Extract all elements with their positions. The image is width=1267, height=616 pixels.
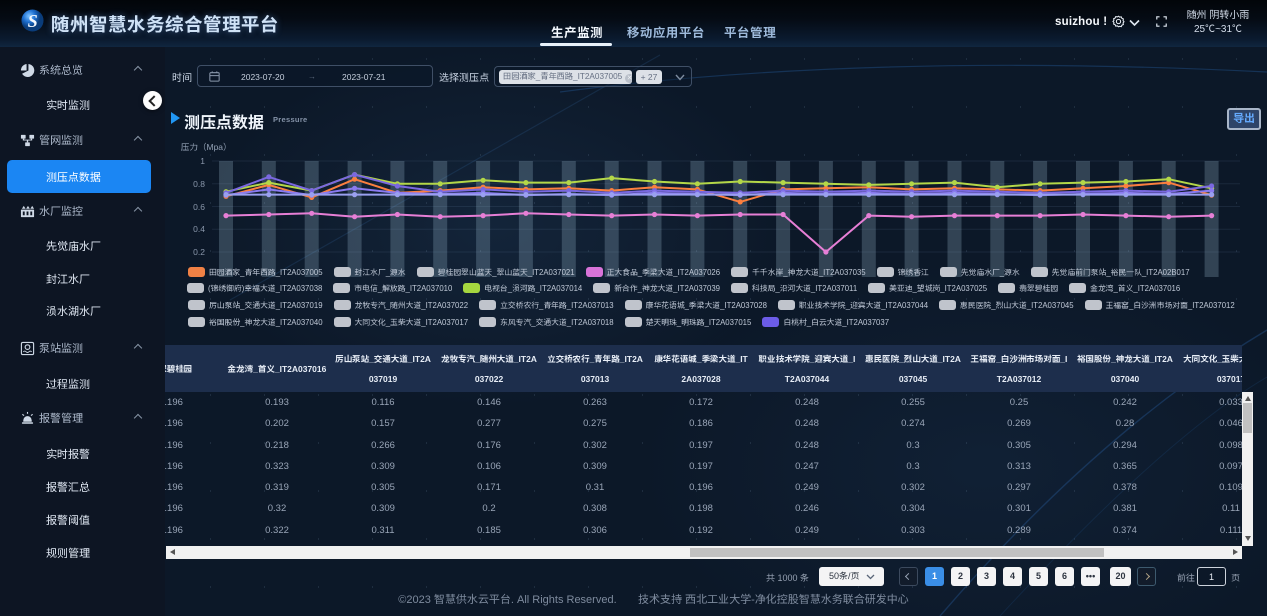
svg-text:S: S — [28, 11, 38, 31]
